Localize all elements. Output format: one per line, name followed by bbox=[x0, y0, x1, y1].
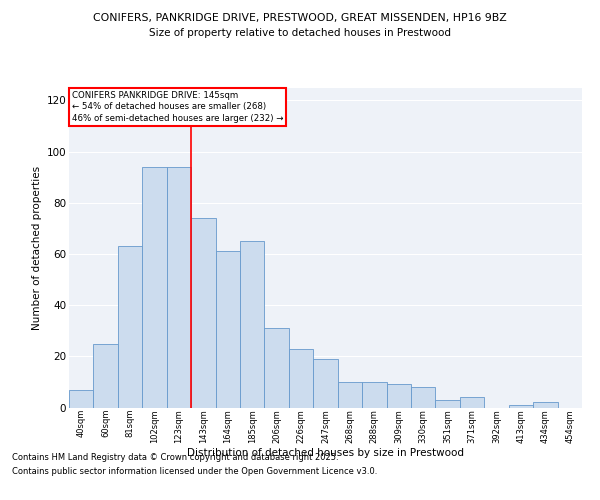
Bar bbox=[118, 246, 142, 408]
Text: Contains public sector information licensed under the Open Government Licence v3: Contains public sector information licen… bbox=[12, 467, 377, 476]
Bar bbox=[509, 405, 533, 407]
Bar bbox=[411, 387, 436, 407]
Bar bbox=[191, 218, 215, 408]
Text: CONIFERS, PANKRIDGE DRIVE, PRESTWOOD, GREAT MISSENDEN, HP16 9BZ: CONIFERS, PANKRIDGE DRIVE, PRESTWOOD, GR… bbox=[93, 12, 507, 22]
Bar bbox=[215, 252, 240, 408]
Bar bbox=[265, 328, 289, 407]
Bar bbox=[167, 167, 191, 408]
Text: CONIFERS PANKRIDGE DRIVE: 145sqm
← 54% of detached houses are smaller (268)
46% : CONIFERS PANKRIDGE DRIVE: 145sqm ← 54% o… bbox=[71, 90, 283, 124]
Y-axis label: Number of detached properties: Number of detached properties bbox=[32, 166, 43, 330]
Bar bbox=[362, 382, 386, 407]
Bar bbox=[142, 167, 167, 408]
Bar bbox=[460, 398, 484, 407]
Bar bbox=[436, 400, 460, 407]
Bar bbox=[338, 382, 362, 407]
Bar bbox=[94, 344, 118, 407]
Bar bbox=[533, 402, 557, 407]
Bar bbox=[69, 390, 94, 407]
Bar bbox=[289, 348, 313, 408]
Bar bbox=[313, 359, 338, 408]
Bar bbox=[240, 241, 265, 408]
X-axis label: Distribution of detached houses by size in Prestwood: Distribution of detached houses by size … bbox=[187, 448, 464, 458]
Text: Size of property relative to detached houses in Prestwood: Size of property relative to detached ho… bbox=[149, 28, 451, 38]
Text: Contains HM Land Registry data © Crown copyright and database right 2025.: Contains HM Land Registry data © Crown c… bbox=[12, 454, 338, 462]
Bar bbox=[386, 384, 411, 407]
